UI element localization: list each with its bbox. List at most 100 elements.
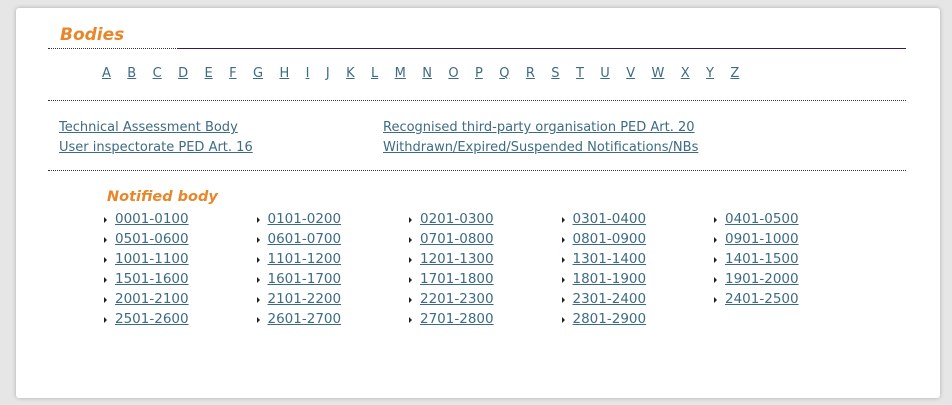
letter-link-y[interactable]: Y xyxy=(706,66,714,81)
category-link[interactable]: Withdrawn/Expired/Suspended Notification… xyxy=(383,140,699,155)
bullet-arrow-icon xyxy=(561,277,565,283)
range-link[interactable]: 0201-0300 xyxy=(420,211,494,227)
range-item: 2501-2600 xyxy=(104,309,257,329)
range-link[interactable]: 1201-1300 xyxy=(420,251,494,267)
bullet-arrow-icon xyxy=(104,217,107,223)
range-link[interactable]: 1101-1200 xyxy=(267,251,342,267)
bullet-arrow-icon xyxy=(104,237,107,243)
bullet-arrow-icon xyxy=(714,237,717,243)
divider xyxy=(48,100,906,101)
letter-link-r[interactable]: R xyxy=(525,66,535,81)
range-item: 2601-2700 xyxy=(256,309,410,329)
notified-body-ranges: 0001-0100 0101-0200 0201-0300 0301-0400 0401… xyxy=(104,209,867,329)
range-item: 1301-1400 xyxy=(561,249,715,269)
range-link[interactable]: 1901-2000 xyxy=(725,271,799,287)
letter-link-a[interactable]: A xyxy=(102,66,111,81)
range-link[interactable]: 0401-0500 xyxy=(725,211,799,227)
bullet-arrow-icon xyxy=(561,217,565,223)
range-link[interactable]: 1501-1600 xyxy=(115,271,189,287)
letter-link-n[interactable]: N xyxy=(422,66,432,81)
links-right: Recognised third-party organisation PED … xyxy=(383,118,698,158)
letter-link-u[interactable]: U xyxy=(600,66,610,81)
range-link[interactable]: 1001-1100 xyxy=(115,251,189,267)
range-link[interactable]: 2101-2200 xyxy=(267,291,342,307)
divider xyxy=(48,170,906,171)
range-item: 1601-1700 xyxy=(256,269,410,289)
letter-link-b[interactable]: B xyxy=(127,66,137,81)
bullet-arrow-icon xyxy=(714,277,717,283)
bullet-arrow-icon xyxy=(256,257,260,263)
letter-link-v[interactable]: V xyxy=(626,66,636,81)
bullet-arrow-icon xyxy=(104,297,107,303)
range-link[interactable]: 1301-1400 xyxy=(572,251,647,267)
category-link[interactable]: User inspectorate PED Art. 16 xyxy=(59,140,253,155)
range-item: 0901-1000 xyxy=(714,229,867,249)
range-link[interactable]: 2201-2300 xyxy=(420,291,494,307)
bullet-arrow-icon xyxy=(256,297,260,303)
range-item: 0001-0100 xyxy=(104,209,257,229)
bullet-arrow-icon xyxy=(104,257,107,263)
letter-link-w[interactable]: W xyxy=(651,66,665,81)
range-link[interactable]: 2801-2900 xyxy=(572,311,647,327)
links-left: Technical Assessment Body User inspectora… xyxy=(59,118,253,158)
range-link[interactable]: 0701-0800 xyxy=(420,231,494,247)
letter-link-i[interactable]: I xyxy=(305,66,310,81)
range-link[interactable]: 1401-1500 xyxy=(725,251,799,267)
range-link[interactable]: 1801-1900 xyxy=(572,271,647,287)
bullet-arrow-icon xyxy=(256,317,260,323)
letter-link-o[interactable]: O xyxy=(448,66,459,81)
range-link[interactable]: 1601-1700 xyxy=(267,271,342,287)
notified-body-heading: Notified body xyxy=(107,189,218,205)
range-item: 1701-1800 xyxy=(409,269,562,289)
letter-link-g[interactable]: G xyxy=(252,66,264,81)
range-link[interactable]: 0901-1000 xyxy=(725,231,799,247)
range-item: 1201-1300 xyxy=(409,249,562,269)
range-item: 2801-2900 xyxy=(561,309,715,329)
range-item: 1101-1200 xyxy=(256,249,410,269)
bullet-arrow-icon xyxy=(104,317,107,323)
range-link[interactable]: 0601-0700 xyxy=(267,231,342,247)
range-link[interactable]: 0301-0400 xyxy=(572,211,647,227)
range-item: 2201-2300 xyxy=(409,289,562,309)
range-link[interactable]: 2001-2100 xyxy=(115,291,189,307)
range-link[interactable]: 0101-0200 xyxy=(267,211,342,227)
letter-link-m[interactable]: M xyxy=(394,66,406,81)
range-link[interactable]: 2301-2400 xyxy=(572,291,647,307)
range-link[interactable]: 1701-1800 xyxy=(420,271,494,287)
range-link[interactable]: 0801-0900 xyxy=(572,231,647,247)
bullet-arrow-icon xyxy=(714,257,717,263)
range-link[interactable]: 2601-2700 xyxy=(267,311,342,327)
range-link[interactable]: 2501-2600 xyxy=(115,311,189,327)
letter-link-t[interactable]: T xyxy=(575,66,584,81)
letter-link-q[interactable]: Q xyxy=(499,66,510,81)
letter-link-s[interactable]: S xyxy=(551,66,560,81)
bullet-arrow-icon xyxy=(561,317,565,323)
letter-link-h[interactable]: H xyxy=(279,66,290,81)
bullet-arrow-icon xyxy=(409,317,412,323)
range-link[interactable]: 2401-2500 xyxy=(725,291,799,307)
letter-link-x[interactable]: X xyxy=(680,66,690,81)
letter-link-j[interactable]: J xyxy=(325,66,330,81)
range-item: 2401-2500 xyxy=(714,289,867,309)
range-link[interactable]: 0001-0100 xyxy=(115,211,189,227)
range-item: 1501-1600 xyxy=(104,269,257,289)
range-link[interactable]: 0501-0600 xyxy=(115,231,189,247)
letter-link-d[interactable]: D xyxy=(178,66,189,81)
bullet-arrow-icon xyxy=(409,217,412,223)
range-link[interactable]: 2701-2800 xyxy=(420,311,494,327)
bullet-arrow-icon xyxy=(714,297,717,303)
letter-link-p[interactable]: P xyxy=(475,66,483,81)
category-link[interactable]: Technical Assessment Body xyxy=(59,120,238,135)
letter-link-z[interactable]: Z xyxy=(730,66,740,81)
letter-link-e[interactable]: E xyxy=(204,66,213,81)
letter-link-l[interactable]: L xyxy=(371,66,379,81)
bullet-arrow-icon xyxy=(561,297,565,303)
bullet-arrow-icon xyxy=(104,277,107,283)
bullet-arrow-icon xyxy=(256,237,260,243)
letter-link-f[interactable]: F xyxy=(229,66,237,81)
category-link[interactable]: Recognised third-party organisation PED … xyxy=(383,120,695,135)
range-item: 0301-0400 xyxy=(561,209,715,229)
letter-link-k[interactable]: K xyxy=(346,66,355,81)
letter-link-c[interactable]: C xyxy=(152,66,162,81)
